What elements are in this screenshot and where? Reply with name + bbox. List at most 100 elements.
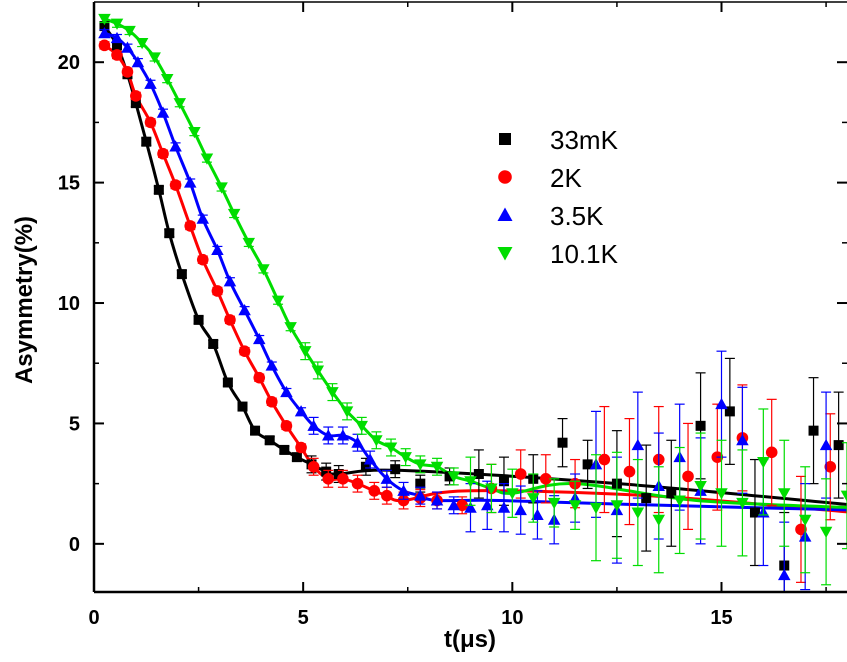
data-point <box>173 98 187 110</box>
data-point <box>360 461 371 472</box>
data-point <box>397 484 410 496</box>
data-point <box>514 503 527 516</box>
data-point <box>557 437 568 448</box>
data-point <box>631 438 645 451</box>
data-point <box>447 499 461 511</box>
data-point <box>355 420 368 433</box>
data-point <box>456 499 468 512</box>
data-point <box>237 401 248 412</box>
fit-curve <box>103 44 847 514</box>
legend-marker <box>499 133 511 145</box>
data-point <box>110 31 124 44</box>
data-point <box>840 490 847 502</box>
data-point <box>540 473 552 485</box>
data-point <box>123 25 136 38</box>
data-point <box>568 500 582 512</box>
data-point <box>222 377 233 388</box>
data-point <box>363 453 377 465</box>
data-point <box>824 460 837 473</box>
x-tick-label: 5 <box>298 607 309 629</box>
data-point <box>833 440 844 451</box>
data-point <box>351 477 364 490</box>
data-point <box>795 523 807 536</box>
fit-curve <box>103 31 847 512</box>
data-point <box>311 365 325 377</box>
data-point <box>337 473 349 485</box>
y-tick-label: 5 <box>69 413 80 435</box>
data-point <box>160 74 174 86</box>
data-point <box>264 435 275 446</box>
data-point <box>531 508 544 520</box>
data-point <box>736 434 749 446</box>
data-point <box>447 471 461 483</box>
y-tick-label: 15 <box>58 173 80 195</box>
data-point <box>765 446 778 459</box>
data-point <box>610 500 624 512</box>
fit-curve <box>103 17 847 509</box>
data-point <box>514 468 527 480</box>
data-point <box>808 425 819 436</box>
data-point <box>110 18 124 30</box>
data-point <box>121 66 134 78</box>
data-point <box>715 488 728 500</box>
y-tick-label: 20 <box>58 52 80 74</box>
data-point <box>211 285 224 297</box>
data-point <box>623 465 636 478</box>
series-points <box>98 13 847 586</box>
data-point <box>340 406 354 418</box>
data-point <box>280 385 293 398</box>
data-point <box>188 127 201 139</box>
y-axis-title: Asymmetry(%) <box>11 216 38 384</box>
data-point <box>749 507 760 518</box>
data-point <box>390 464 401 475</box>
legend-item: 2K <box>498 163 582 193</box>
data-point <box>336 429 350 441</box>
data-point <box>253 371 266 384</box>
data-point <box>196 212 210 224</box>
data-point <box>724 406 735 417</box>
x-tick-label: 10 <box>501 607 523 629</box>
data-point <box>227 208 241 221</box>
data-point <box>141 136 152 147</box>
data-point <box>156 106 170 118</box>
data-point <box>111 49 123 61</box>
legend-marker <box>497 247 513 261</box>
x-axis-title: t(μs) <box>444 626 496 653</box>
legend-marker <box>498 170 512 184</box>
data-point <box>98 39 111 52</box>
data-point <box>415 478 426 489</box>
data-point <box>757 456 770 469</box>
data-point <box>299 346 312 358</box>
data-point <box>215 182 228 194</box>
data-point <box>271 295 285 307</box>
data-point <box>582 459 593 470</box>
data-point <box>250 425 261 436</box>
data-point <box>397 494 410 507</box>
data-point <box>819 438 833 451</box>
data-point <box>498 476 509 487</box>
data-point <box>497 501 511 513</box>
data-point <box>798 514 812 527</box>
data-point <box>280 420 293 432</box>
legend-marker <box>497 207 513 221</box>
series-points <box>98 27 833 592</box>
data-point <box>370 435 383 447</box>
data-point <box>322 473 335 485</box>
data-point <box>238 303 251 316</box>
data-point <box>384 442 398 454</box>
data-point <box>414 459 427 471</box>
data-point <box>666 488 677 499</box>
data-point <box>224 314 236 326</box>
y-tick-label: 10 <box>58 293 80 315</box>
data-point <box>506 488 519 500</box>
data-point <box>157 147 169 160</box>
data-point <box>430 461 444 474</box>
data-point <box>144 77 157 89</box>
data-point <box>176 269 187 280</box>
data-point <box>547 497 561 510</box>
legend-label: 2K <box>550 163 582 193</box>
data-point <box>131 55 145 68</box>
fit-curve <box>103 25 847 507</box>
data-point <box>485 483 498 495</box>
data-point <box>279 444 290 455</box>
